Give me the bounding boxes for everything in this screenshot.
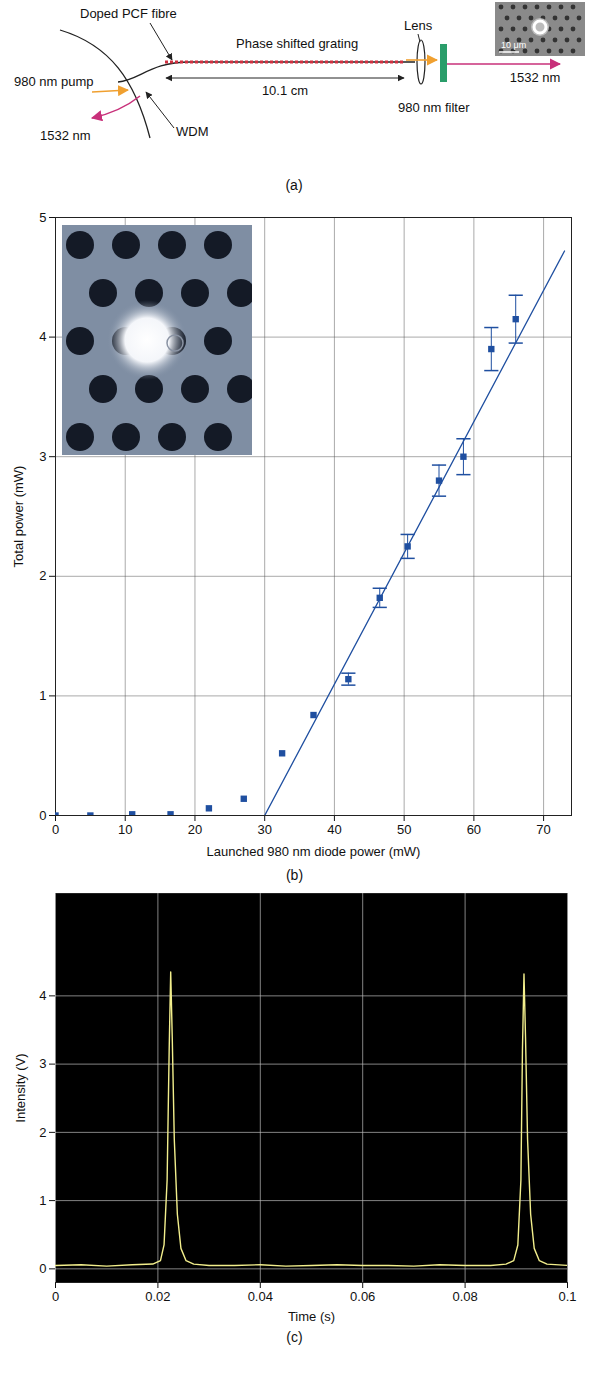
svg-text:0.06: 0.06 [350,1289,375,1304]
svg-text:70: 70 [536,822,550,837]
svg-text:40: 40 [327,822,341,837]
svg-text:0: 0 [52,822,59,837]
svg-text:2: 2 [39,568,46,583]
svg-text:1: 1 [39,1193,46,1208]
svg-text:0.08: 0.08 [452,1289,477,1304]
svg-text:Intensity (V): Intensity (V) [13,1053,28,1122]
svg-text:WDM: WDM [176,124,209,139]
svg-text:20: 20 [188,822,202,837]
svg-text:1532 nm: 1532 nm [40,128,91,143]
svg-text:10: 10 [118,822,132,837]
svg-text:1: 1 [39,688,46,703]
svg-text:980 nm pump: 980 nm pump [14,74,94,89]
svg-text:1532 nm: 1532 nm [510,70,561,85]
svg-text:30: 30 [257,822,271,837]
svg-text:Phase shifted grating: Phase shifted grating [236,36,358,51]
svg-text:3: 3 [39,449,46,464]
svg-text:0: 0 [39,808,46,823]
svg-text:10.1 cm: 10.1 cm [262,83,308,98]
svg-text:Launched 980 nm diode power (m: Launched 980 nm diode power (mW) [207,844,421,859]
svg-text:0.04: 0.04 [248,1289,273,1304]
svg-text:5: 5 [39,210,46,225]
svg-text:Lens: Lens [404,18,433,33]
svg-text:Total power (mW): Total power (mW) [11,466,26,568]
svg-text:0: 0 [39,1261,46,1276]
svg-text:60: 60 [467,822,481,837]
html-text:(c): (c) [286,1329,303,1345]
svg-text:0.02: 0.02 [145,1289,170,1304]
svg-text:0: 0 [52,1289,59,1304]
svg-text:Time (s): Time (s) [288,1309,335,1324]
svg-text:10 μm: 10 μm [501,40,526,50]
html-text:(b): (b) [285,867,304,883]
svg-text:980 nm filter: 980 nm filter [398,100,470,115]
svg-text:50: 50 [397,822,411,837]
svg-text:(a): (a) [285,177,302,193]
svg-text:Doped PCF fibre: Doped PCF fibre [80,6,177,21]
svg-text:4: 4 [39,329,46,344]
svg-text:4: 4 [39,988,46,1003]
svg-text:2: 2 [39,1125,46,1140]
svg-text:0.1: 0.1 [558,1289,576,1304]
svg-text:3: 3 [39,1056,46,1071]
